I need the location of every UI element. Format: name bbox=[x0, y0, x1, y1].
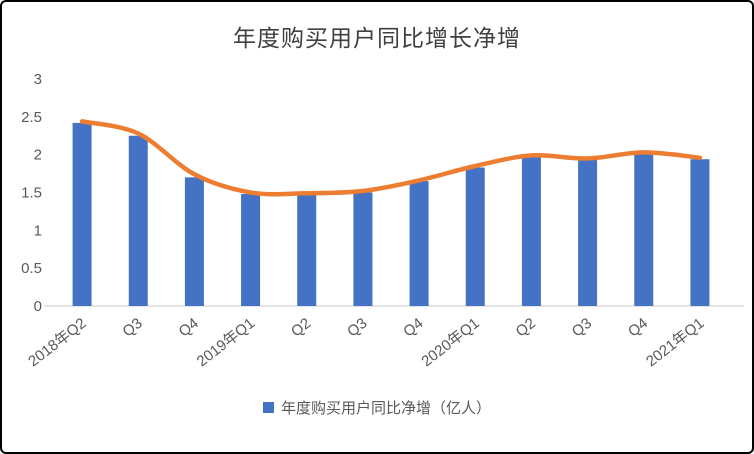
bar bbox=[634, 153, 654, 306]
bar bbox=[465, 167, 485, 306]
bar bbox=[578, 159, 598, 306]
y-tick-label: 1.5 bbox=[21, 185, 42, 202]
y-tick-label: 2 bbox=[34, 147, 42, 164]
trend-line bbox=[79, 119, 703, 197]
x-tick-label: Q2 bbox=[288, 315, 314, 341]
x-tick-label: 2021年Q1 bbox=[643, 315, 707, 371]
bar bbox=[353, 192, 373, 306]
y-tick-label: 0.5 bbox=[21, 260, 42, 277]
x-tick-label: 2019年Q1 bbox=[194, 315, 258, 371]
bar bbox=[128, 135, 148, 306]
x-tick-label: Q3 bbox=[569, 315, 595, 341]
bar bbox=[409, 181, 429, 306]
bar bbox=[521, 156, 541, 306]
y-tick-label: 3 bbox=[34, 71, 42, 88]
x-tick-label: Q4 bbox=[625, 315, 651, 341]
bar bbox=[184, 177, 204, 306]
chart-plot: 0 0.5 1 1.5 2 2.5 3 2018年Q2 Q3 Q4 2019年Q1 Q2 Q3 Q4 202… bbox=[2, 54, 752, 392]
bar bbox=[241, 194, 261, 306]
y-tick-label: 1 bbox=[34, 222, 42, 239]
x-tick-label: 2018年Q2 bbox=[25, 315, 89, 371]
legend-label: 年度购买用户同比净增（亿人） bbox=[280, 399, 491, 417]
legend-marker-bar bbox=[262, 401, 274, 413]
legend: 年度购买用户同比净增（亿人） bbox=[2, 392, 752, 422]
bar bbox=[690, 159, 710, 306]
chart-title: 年度购买用户同比增长净增 bbox=[233, 25, 521, 51]
y-tick-label: 2.5 bbox=[21, 109, 42, 126]
bar bbox=[297, 194, 317, 306]
x-tick-label: Q4 bbox=[176, 315, 202, 341]
x-tick-label: 2020年Q1 bbox=[418, 315, 482, 371]
x-tick-label: Q3 bbox=[119, 315, 145, 341]
bar bbox=[72, 122, 92, 307]
x-tick-label: Q2 bbox=[513, 315, 539, 341]
x-tick-label: Q3 bbox=[344, 315, 370, 341]
y-tick-label: 0 bbox=[34, 298, 42, 315]
x-tick-label: Q4 bbox=[400, 315, 426, 341]
